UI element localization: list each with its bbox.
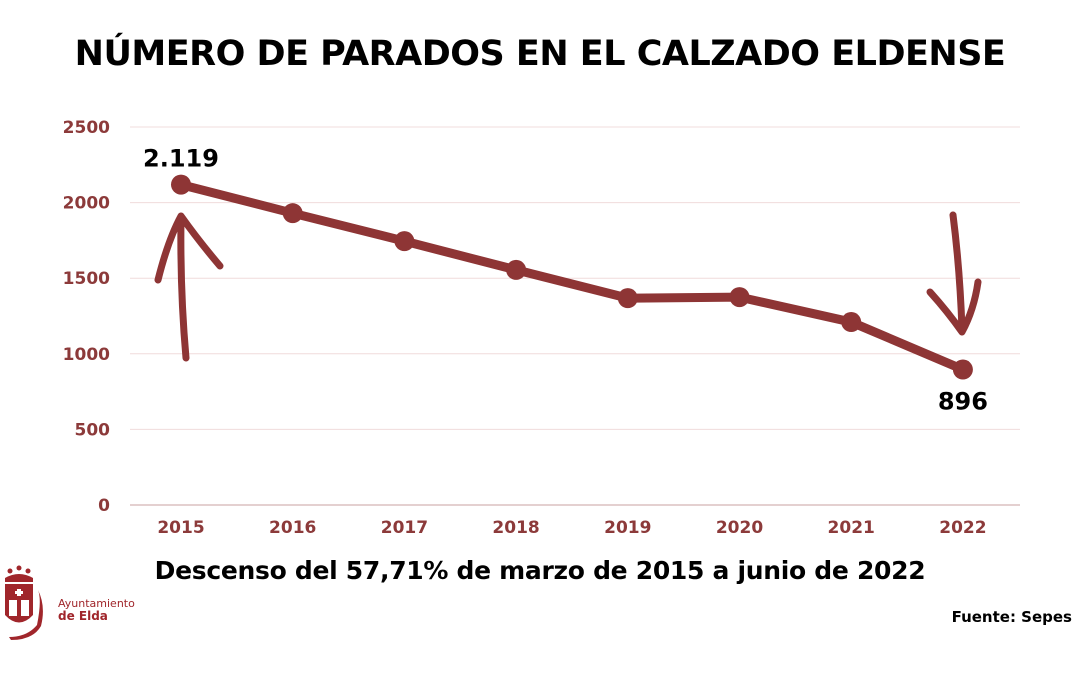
logo-text: Ayuntamiento de Elda — [58, 597, 135, 623]
data-point — [282, 203, 303, 224]
x-tick-label: 2018 — [492, 518, 539, 538]
chart-title: NÚMERO DE PARADOS EN EL CALZADO ELDENSE — [74, 34, 1006, 74]
y-tick-label: 0 — [98, 496, 110, 516]
data-point — [171, 174, 191, 195]
x-tick-label: 2015 — [157, 518, 204, 538]
chart-subtitle: Descenso del 57,71% de marzo de 2015 a j… — [154, 556, 926, 585]
arrow-down-icon — [926, 211, 982, 336]
data-label: 896 — [938, 388, 988, 416]
x-tick-label: 2017 — [381, 518, 428, 538]
y-tick-label: 2000 — [63, 194, 110, 214]
data-point — [506, 259, 527, 280]
logo-line2: de Elda — [58, 609, 108, 623]
x-tick-label: 2020 — [716, 518, 763, 538]
data-point — [841, 312, 862, 333]
ayuntamiento-elda-logo — [5, 565, 43, 640]
y-tick-label: 500 — [75, 420, 111, 440]
data-point — [617, 288, 638, 309]
x-tick-label: 2019 — [604, 518, 651, 538]
y-tick-label: 2500 — [63, 118, 110, 138]
arrow-up-icon — [154, 212, 224, 362]
source-note: Fuente: Sepes — [951, 608, 1072, 626]
data-point — [952, 359, 973, 380]
x-tick-label: 2021 — [828, 518, 875, 538]
y-tick-label: 1500 — [63, 269, 110, 289]
series-line — [176, 180, 968, 375]
x-tick-label: 2022 — [939, 518, 986, 538]
data-point — [729, 287, 750, 308]
data-label: 2.119 — [143, 145, 219, 173]
data-point — [394, 231, 415, 252]
logo-line1: Ayuntamiento — [58, 597, 135, 610]
x-tick-label: 2016 — [269, 518, 316, 538]
y-tick-label: 1000 — [63, 345, 110, 365]
